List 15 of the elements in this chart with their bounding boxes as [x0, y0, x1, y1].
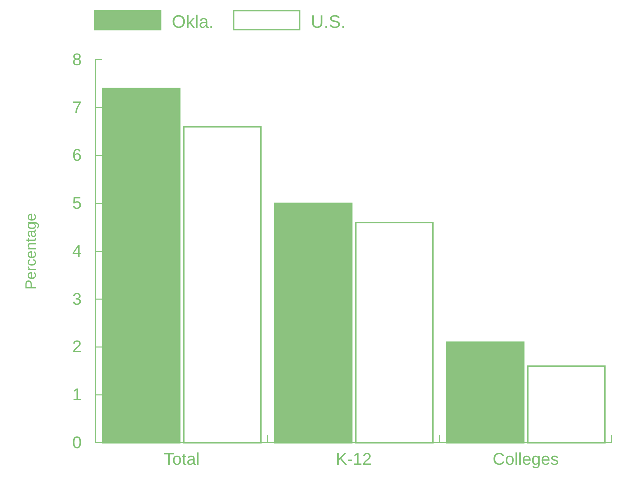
x-tick-label: K-12 — [336, 450, 372, 470]
y-tick-label: 6 — [72, 146, 82, 166]
y-tick-label: 2 — [72, 338, 82, 357]
y-tick-label: 3 — [72, 290, 82, 309]
x-tick-label: Colleges — [492, 450, 560, 470]
y-tick-label: 7 — [72, 98, 82, 118]
y-axis-title: Percentage — [23, 213, 40, 290]
y-tick-label: 4 — [72, 242, 82, 261]
x-tick-label: Total — [164, 450, 200, 470]
y-tick-label: 0 — [72, 433, 82, 452]
y-tick-label: 8 — [72, 50, 82, 70]
y-tick-label: 1 — [72, 386, 82, 405]
y-tick-label: 5 — [72, 194, 82, 214]
legend-label: U.S. — [311, 12, 346, 32]
legend-label: Okla. — [172, 12, 214, 32]
